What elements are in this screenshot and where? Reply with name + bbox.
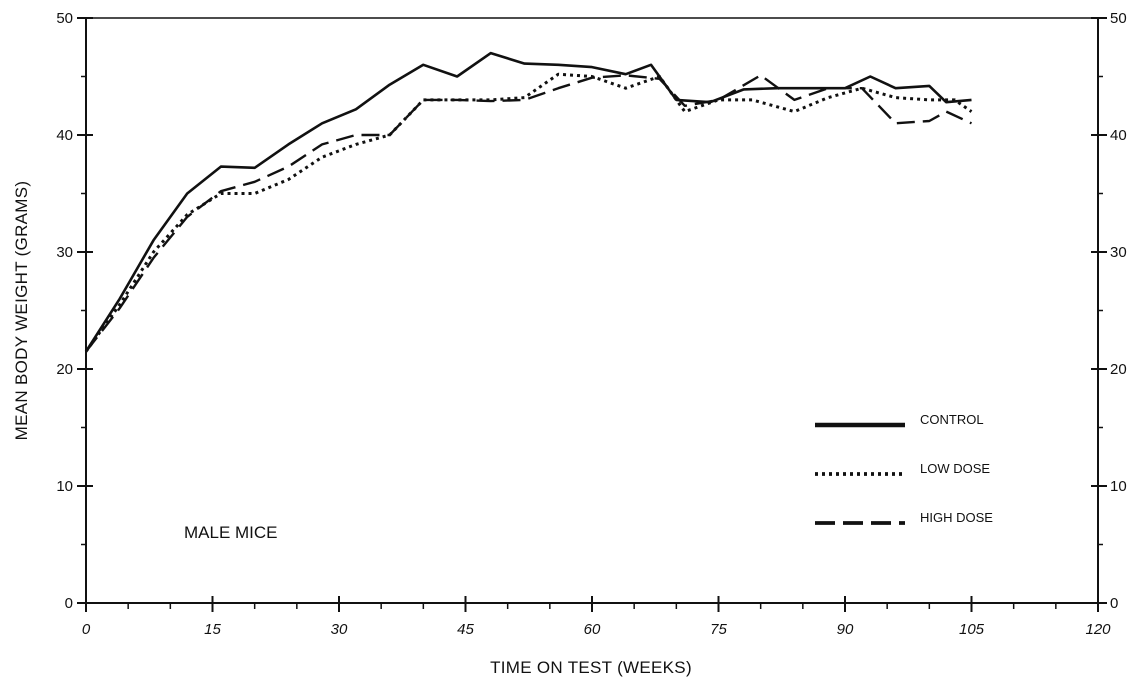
legend: CONTROL LOW DOSE HIGH DOSE: [815, 412, 993, 525]
data-series: [84, 51, 973, 353]
male-mice-annotation: MALE MICE: [184, 523, 278, 542]
x-axis-title: TIME ON TEST (WEEKS): [490, 658, 692, 677]
y-tick-label: 10: [56, 478, 73, 495]
y-tick-label: 0: [65, 595, 73, 612]
y-tick-label: 20: [56, 361, 73, 378]
y-tick-label: 30: [56, 244, 73, 261]
y-tick-label-right: 20: [1110, 361, 1127, 378]
legend-label: HIGH DOSE: [920, 510, 993, 525]
series-line-control: [84, 51, 972, 353]
y-axis-title: MEAN BODY WEIGHT (GRAMS): [12, 181, 31, 441]
x-tick-label: 75: [710, 621, 727, 638]
series-line-high-dose: [85, 74, 973, 353]
series-line-low-dose: [84, 72, 973, 353]
x-tick-label: 105: [959, 621, 985, 638]
x-tick-label: 120: [1085, 621, 1111, 638]
y-tick-label: 50: [56, 10, 73, 27]
y-tick-label-right: 0: [1110, 595, 1118, 612]
legend-label: LOW DOSE: [920, 461, 990, 476]
x-tick-label: 15: [204, 621, 221, 638]
y-tick-label-right: 40: [1110, 127, 1127, 144]
x-tick-label: 90: [837, 621, 854, 638]
legend-label: CONTROL: [920, 412, 984, 427]
y-tick-label-right: 10: [1110, 478, 1127, 495]
y-tick-label-right: 50: [1110, 10, 1127, 27]
x-tick-label: 60: [584, 621, 601, 638]
x-tick-label: 30: [331, 621, 348, 638]
y-tick-label-right: 30: [1110, 244, 1127, 261]
x-tick-label: 0: [82, 621, 91, 638]
y-tick-label: 40: [56, 127, 73, 144]
x-tick-label: 45: [457, 621, 474, 638]
